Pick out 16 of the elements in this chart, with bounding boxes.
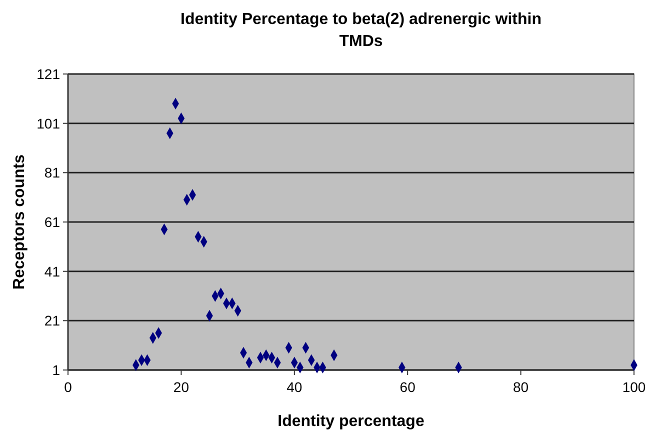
x-tick-label: 0 — [64, 379, 72, 395]
x-axis-title: Identity percentage — [278, 413, 424, 430]
y-tick-label: 81 — [44, 164, 60, 181]
y-tick-label: 101 — [36, 115, 60, 132]
x-tick-label: 100 — [622, 379, 646, 395]
chart-title: Identity Percentage to beta(2) adrenergic within TMDs — [180, 11, 542, 50]
y-tick-label: 41 — [44, 263, 60, 280]
x-tick-label: 80 — [513, 379, 529, 395]
x-tick-label: 20 — [173, 379, 190, 395]
y-tick-label: 1 — [52, 362, 60, 378]
y-tick-label: 61 — [44, 214, 60, 230]
x-tick-label: 40 — [286, 379, 302, 395]
x-tick-label: 60 — [400, 379, 416, 395]
y-tick-label: 121 — [36, 66, 60, 82]
y-tick-label: 21 — [44, 312, 60, 329]
y-axis-title: Receptors counts — [11, 154, 28, 290]
